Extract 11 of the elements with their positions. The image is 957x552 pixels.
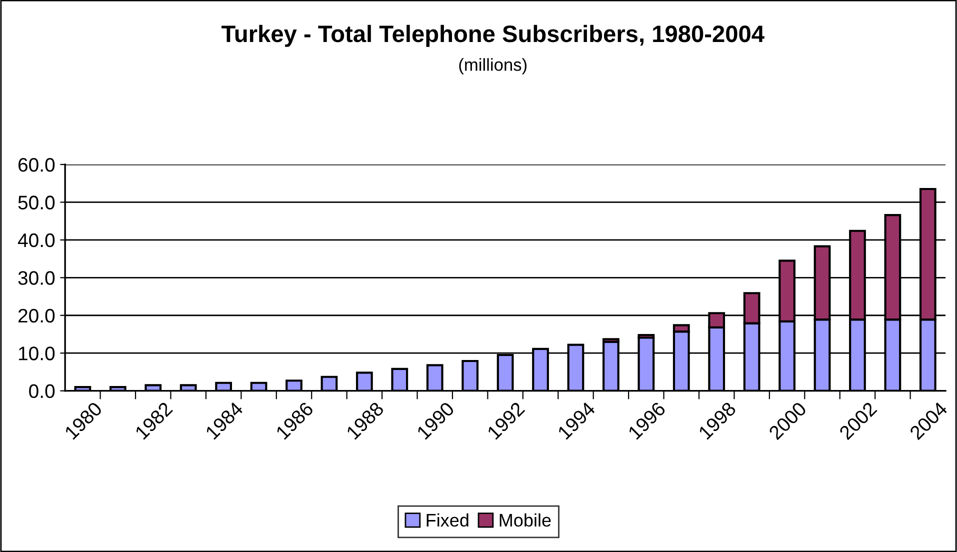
- legend-label: Fixed: [426, 513, 468, 527]
- legend-label: Mobile: [500, 513, 551, 527]
- y-tick-label: 20.0: [18, 308, 55, 323]
- chart-subtitle: (millions): [459, 58, 526, 74]
- y-tick-label: 30.0: [18, 271, 55, 285]
- y-tick-label: 10.0: [18, 346, 55, 360]
- y-tick-label: 60.0: [18, 158, 55, 172]
- y-tick-label: 0.0: [29, 384, 55, 398]
- chart-title: Turkey - Total Telephone Subscribers, 1980-2004: [222, 24, 764, 47]
- y-tick-label: 50.0: [18, 196, 55, 210]
- y-tick-label: 40.0: [18, 233, 55, 248]
